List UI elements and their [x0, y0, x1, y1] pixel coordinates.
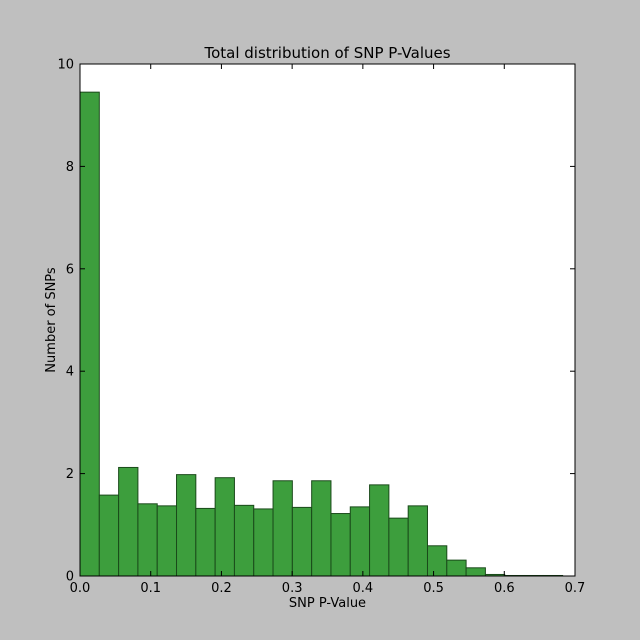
histogram-bar	[214, 477, 235, 577]
histogram-bar	[176, 474, 197, 577]
y-axis-label: Number of SNPs	[44, 267, 59, 373]
x-tick-label: 0.1	[140, 581, 161, 596]
histogram-bar	[311, 480, 332, 577]
y-tick-labels: 0 2 4 6 8 10	[57, 58, 74, 585]
y-tick-label: 2	[66, 467, 74, 482]
histogram-bar	[349, 506, 371, 577]
x-tick-label: 0.3	[282, 581, 303, 596]
histogram-bar	[388, 517, 409, 577]
histogram-bar	[369, 484, 390, 577]
histogram-bar	[407, 505, 428, 577]
x-tick-label: 0.7	[565, 581, 586, 596]
y-tick-label: 0	[66, 570, 74, 585]
y-tick-label: 4	[66, 365, 74, 380]
histogram-bars	[79, 91, 564, 577]
x-tick-label: 0.5	[423, 581, 444, 596]
histogram-bar	[79, 91, 100, 577]
histogram-bar	[118, 466, 139, 577]
x-tick-label: 0.0	[70, 581, 91, 596]
histogram-bar	[465, 567, 486, 577]
x-tick-label: 0.6	[494, 581, 515, 596]
histogram-bar	[233, 504, 255, 577]
histogram-bar	[272, 480, 293, 577]
histogram-bar	[253, 508, 274, 577]
x-tick-labels: 0.0 0.1 0.2 0.3 0.4 0.5 0.6 0.7	[70, 581, 586, 596]
histogram-bar	[98, 494, 120, 577]
histogram-bar	[426, 545, 448, 577]
y-tick-label: 8	[66, 160, 74, 175]
chart-title: Total distribution of SNP P-Values	[203, 44, 450, 62]
x-axis-label: SNP P-Value	[289, 596, 366, 611]
histogram-bar	[156, 505, 178, 577]
plot-frame	[79, 63, 576, 577]
x-tick-label: 0.4	[353, 581, 374, 596]
histogram-bar	[330, 513, 351, 577]
histogram-bar	[291, 506, 313, 577]
y-tick-label: 10	[57, 58, 74, 73]
histogram-bar	[446, 559, 467, 577]
histogram-bar	[137, 503, 158, 577]
y-tick-label: 6	[66, 262, 74, 277]
histogram-bar	[195, 507, 216, 577]
x-tick-label: 0.2	[211, 581, 232, 596]
